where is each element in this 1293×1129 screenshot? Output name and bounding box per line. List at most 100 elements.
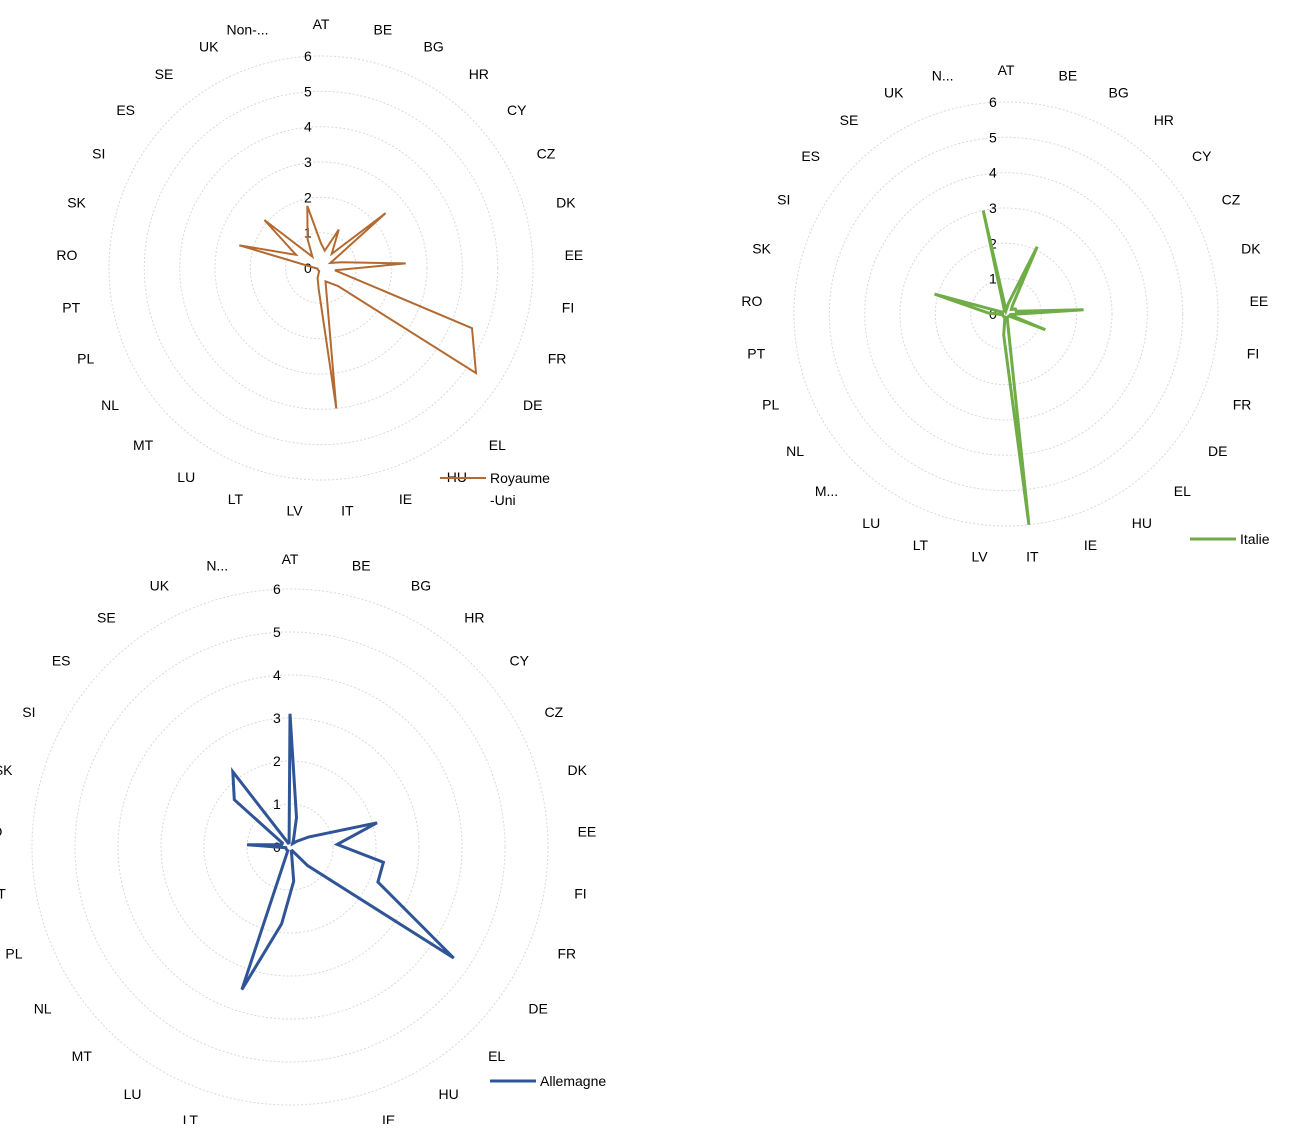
category-label: LT [913, 537, 929, 553]
category-label: FR [558, 946, 577, 962]
category-label: IE [399, 491, 412, 507]
category-label: HR [464, 610, 484, 626]
category-label: SI [92, 146, 105, 162]
tick-label: 5 [273, 624, 281, 640]
category-label: FI [574, 886, 586, 902]
grid-ring [864, 172, 1148, 456]
category-label: PT [0, 886, 6, 902]
category-label: LU [862, 515, 880, 531]
category-label: DE [1208, 443, 1227, 459]
category-label: CZ [545, 704, 564, 720]
category-label: AT [313, 16, 330, 32]
category-label: CZ [537, 146, 556, 162]
tick-label: 6 [304, 48, 312, 64]
tick-label: 5 [989, 129, 997, 145]
category-label: EL [1174, 483, 1191, 499]
category-label: RO [0, 823, 3, 839]
category-label: ES [801, 148, 820, 164]
category-label: SE [840, 112, 859, 128]
legend-label: Allemagne [540, 1073, 606, 1089]
tick-label: 4 [989, 165, 997, 181]
category-label: NL [34, 1001, 52, 1017]
category-label: EE [565, 247, 584, 263]
category-label: UK [150, 578, 170, 594]
category-label: IE [1084, 537, 1097, 553]
category-label: LV [972, 549, 989, 565]
grid-ring [160, 717, 420, 977]
tick-label: 4 [273, 667, 281, 683]
category-label: PT [747, 346, 765, 362]
tick-label: 2 [989, 235, 997, 251]
category-label: HR [469, 66, 489, 82]
category-label: HR [1154, 112, 1174, 128]
category-label: N... [206, 558, 228, 574]
category-label: RO [741, 293, 762, 309]
category-label: AT [998, 62, 1015, 78]
tick-label: 3 [304, 154, 312, 170]
category-label: SK [67, 195, 86, 211]
tick-label: 0 [304, 260, 312, 276]
category-label: N... [932, 68, 954, 84]
category-label: ES [52, 653, 71, 669]
category-label: DK [556, 195, 576, 211]
tick-label: 1 [989, 271, 997, 287]
grid-ring [899, 207, 1113, 421]
category-label: EE [1250, 293, 1269, 309]
category-label: BG [411, 578, 431, 594]
category-label: LU [177, 469, 195, 485]
category-label: MT [72, 1048, 93, 1064]
grid-ring [934, 242, 1078, 386]
category-label: AT [282, 551, 299, 567]
category-label: BE [352, 558, 371, 574]
category-label: PL [762, 396, 779, 412]
category-label: SE [97, 610, 116, 626]
category-label: EL [488, 1048, 505, 1064]
tick-label: 2 [304, 189, 312, 205]
category-label: LV [287, 503, 304, 519]
category-label: SI [22, 704, 35, 720]
category-label: M... [815, 483, 838, 499]
category-label: Non-... [226, 22, 268, 38]
category-label: MT [133, 437, 154, 453]
category-label: CY [510, 653, 530, 669]
legend-label: Italie [1240, 531, 1270, 547]
category-label: EL [489, 437, 506, 453]
radar-chart-3: 0123456ATBEBGHRCYCZDKEEFIFRDEELHUIEITLVL… [0, 551, 606, 1129]
tick-label: 1 [273, 796, 281, 812]
category-label: LU [124, 1086, 142, 1102]
category-label: FI [562, 300, 574, 316]
category-label: HU [1132, 515, 1152, 531]
category-label: CY [507, 102, 527, 118]
category-label: SI [777, 192, 790, 208]
grid-ring [31, 588, 549, 1106]
tick-label: 5 [304, 83, 312, 99]
grid-ring [246, 803, 334, 891]
category-label: CZ [1222, 192, 1241, 208]
category-label: IT [1026, 549, 1039, 565]
grid-ring [143, 90, 499, 446]
category-label: FR [548, 350, 567, 366]
category-label: PL [77, 350, 94, 366]
series-line [934, 210, 1084, 525]
tick-label: 3 [273, 710, 281, 726]
category-label: EE [578, 823, 597, 839]
grid-ring [108, 55, 534, 481]
category-label: BE [1059, 68, 1078, 84]
category-label: BG [1109, 85, 1129, 101]
category-label: BG [424, 39, 444, 55]
tick-label: 6 [273, 581, 281, 597]
grid-ring [793, 101, 1219, 527]
category-label: DK [1241, 241, 1261, 257]
grid-ring [249, 196, 393, 340]
category-label: UK [884, 85, 904, 101]
category-label: HU [439, 1086, 459, 1102]
grid-ring [117, 674, 463, 1020]
category-label: DE [523, 397, 542, 413]
grid-ring [214, 161, 428, 375]
category-label: UK [199, 39, 219, 55]
category-label: DK [568, 762, 588, 778]
